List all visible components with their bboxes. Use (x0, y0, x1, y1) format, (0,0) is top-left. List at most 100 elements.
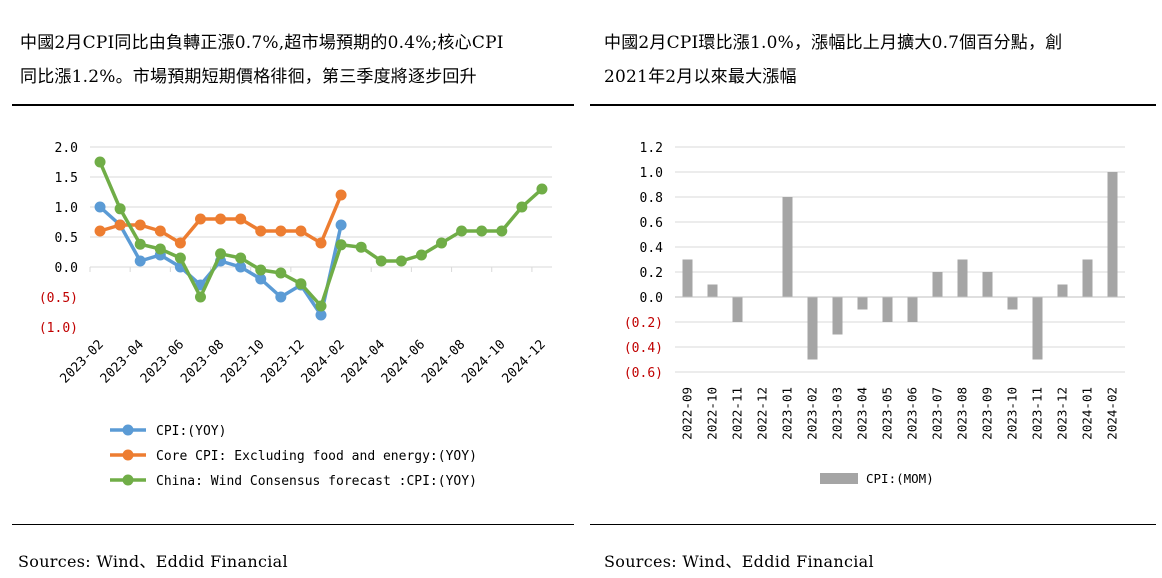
x-tick-label: 2023-12 (1055, 387, 1070, 440)
x-tick-label: 2023-01 (780, 387, 795, 440)
x-tick-label: 2024-02 (1105, 387, 1120, 440)
bar (782, 197, 793, 297)
x-tick-label: 2022-10 (705, 387, 720, 440)
left-chart-panel: 中國2月CPI同比由負轉正漲0.7%,超市場預期的0.4%;核心CPI 同比漲1… (0, 0, 580, 578)
data-point (94, 225, 106, 237)
legend-marker (122, 474, 134, 486)
data-point (335, 219, 347, 231)
data-point (134, 238, 146, 250)
x-tick-label: 2023-08 (955, 387, 970, 440)
right-title-line1: 中國2月CPI環比漲1.0%，漲幅比上月擴大0.7個百分點，創 (604, 33, 1063, 53)
y-tick-label: 0.2 (640, 266, 663, 281)
x-tick-label: 2023-02 (58, 337, 107, 386)
y-tick-label: 0.0 (640, 291, 663, 306)
data-point (174, 237, 186, 249)
bar (707, 284, 718, 297)
bar (1107, 172, 1118, 297)
y-tick-label: 1.0 (55, 201, 78, 216)
bar (682, 259, 693, 297)
y-tick-label: 1.0 (640, 166, 663, 181)
x-tick-label: 2023-10 (1005, 387, 1020, 440)
y-tick-label: 1.2 (640, 141, 663, 156)
x-tick-label: 2023-06 (905, 387, 920, 440)
data-point (154, 225, 166, 237)
data-point (315, 309, 327, 321)
data-point (215, 213, 227, 225)
data-point (536, 183, 548, 195)
mom-bar-chart: 1.2 1.0 0.8 0.6 0.4 0.2 0.0 (0.2) (0.4) (0.6) 2022… (624, 141, 1125, 486)
right-top-rule (590, 104, 1156, 106)
legend-label: Core CPI: Excluding food and energy:(YOY… (156, 449, 477, 464)
x-tick-label: 2024-02 (299, 337, 348, 386)
data-point (395, 255, 407, 267)
y-tick-label: (0.6) (624, 366, 663, 381)
bar (732, 297, 743, 322)
data-point (235, 213, 247, 225)
bar (832, 297, 843, 335)
bar (1082, 259, 1093, 297)
x-tick-label: 2024-06 (379, 337, 428, 386)
legend-label: CPI:(YOY) (156, 424, 226, 439)
y-tick-label: 0.4 (640, 241, 664, 256)
right-source-note: Sources: Wind、Eddid Financial (604, 552, 874, 571)
data-point (114, 203, 126, 215)
data-point (154, 243, 166, 255)
bar (982, 272, 993, 297)
x-tick-label: 2024-01 (1080, 387, 1095, 440)
data-point (114, 219, 126, 231)
bar (957, 259, 968, 297)
data-point (235, 261, 247, 273)
data-point (194, 291, 206, 303)
data-point (456, 225, 468, 237)
y-tick-label: 0.8 (640, 191, 663, 206)
yoy-line-chart: 2.01.51.00.50.0(0.5)(1.0)2023-022023-042… (39, 141, 552, 489)
x-tick-label: 2023-06 (138, 337, 187, 386)
y-tick-label: (0.2) (624, 316, 663, 331)
right-title-line2: 2021年2月以來最大漲幅 (604, 67, 797, 87)
legend-swatch (820, 473, 858, 484)
data-point (315, 300, 327, 312)
x-tick-label: 2022-11 (730, 387, 745, 440)
x-tick-label: 2023-03 (830, 387, 845, 440)
left-title-line2: 同比漲1.2%。市場預期短期價格徘徊，第三季度將逐步回升 (20, 67, 477, 87)
legend-marker (122, 449, 134, 461)
left-top-rule (12, 104, 574, 106)
left-chart-title: 中國2月CPI同比由負轉正漲0.7%,超市場預期的0.4%;核心CPI 同比漲1… (20, 26, 570, 94)
x-tick-label: 2023-11 (1030, 387, 1045, 440)
bar (857, 297, 868, 310)
x-tick-label: 2023-05 (880, 387, 895, 440)
data-point (516, 201, 528, 213)
data-point (275, 291, 287, 303)
bar (882, 297, 893, 322)
legend-marker (122, 424, 134, 436)
y-tick-label: 2.0 (55, 141, 78, 156)
y-tick-label: 0.6 (640, 216, 663, 231)
data-point (215, 248, 227, 260)
bar (807, 297, 818, 360)
data-point (134, 255, 146, 267)
data-point (476, 225, 488, 237)
y-tick-label: 0.0 (55, 261, 78, 276)
data-point (94, 201, 106, 213)
x-tick-label: 2024-08 (419, 337, 468, 386)
x-tick-label: 2022-09 (680, 387, 695, 440)
data-point (94, 156, 106, 168)
legend-label: CPI:(MOM) (866, 471, 934, 486)
y-tick-label: 1.5 (55, 171, 78, 186)
x-tick-label: 2023-09 (980, 387, 995, 440)
y-tick-label: (0.5) (39, 291, 78, 306)
data-point (335, 189, 347, 201)
data-point (295, 278, 307, 290)
bar (1032, 297, 1043, 360)
y-tick-label: (1.0) (39, 321, 78, 336)
x-tick-label: 2024-12 (499, 337, 548, 386)
x-tick-label: 2024-10 (459, 337, 508, 386)
x-tick-label: 2023-04 (855, 387, 870, 440)
x-tick-label: 2023-10 (218, 337, 267, 386)
bar (1057, 284, 1068, 297)
left-bottom-rule (12, 524, 574, 525)
bar (907, 297, 918, 322)
data-point (235, 252, 247, 264)
data-point (255, 225, 267, 237)
data-point (375, 255, 387, 267)
